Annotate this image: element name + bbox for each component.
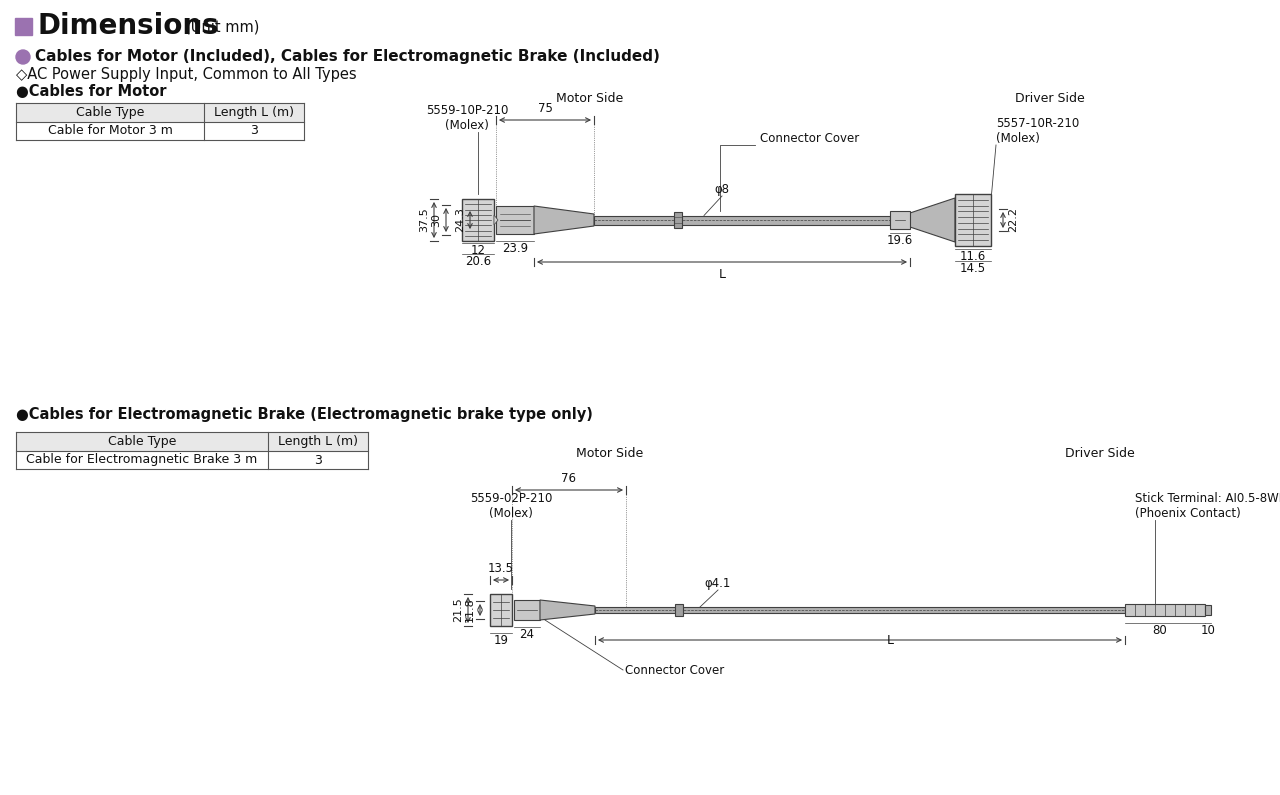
Text: Cables for Motor (Included), Cables for Electromagnetic Brake (Included): Cables for Motor (Included), Cables for …	[35, 49, 660, 64]
Text: 21.5: 21.5	[453, 598, 463, 622]
Text: ●Cables for Motor: ●Cables for Motor	[15, 84, 166, 99]
Text: ◇AC Power Supply Input, Common to All Types: ◇AC Power Supply Input, Common to All Ty…	[15, 68, 357, 83]
Text: (Unit mm): (Unit mm)	[186, 20, 260, 34]
Text: φ8: φ8	[714, 183, 730, 196]
Bar	[675, 212, 682, 228]
Polygon shape	[540, 600, 595, 620]
Text: Driver Side: Driver Side	[1015, 92, 1085, 105]
Bar	[497, 206, 534, 234]
Text: φ4.1: φ4.1	[705, 577, 731, 590]
Bar	[515, 600, 540, 620]
Text: 19.6: 19.6	[887, 234, 913, 247]
Text: Stick Terminal: AI0.5-8WH
(Phoenix Contact): Stick Terminal: AI0.5-8WH (Phoenix Conta…	[1135, 492, 1280, 520]
Bar	[890, 211, 910, 229]
Bar	[462, 199, 494, 241]
Text: Cable Type: Cable Type	[76, 106, 145, 119]
Polygon shape	[910, 198, 955, 242]
Bar	[15, 18, 32, 35]
Text: 5557-10R-210
(Molex): 5557-10R-210 (Molex)	[996, 117, 1079, 145]
Text: 14.5: 14.5	[960, 262, 986, 275]
Text: Length L (m): Length L (m)	[214, 106, 294, 119]
Bar	[15, 432, 369, 451]
Bar	[490, 594, 512, 626]
Bar	[594, 215, 890, 224]
Circle shape	[15, 50, 29, 64]
Text: ●Cables for Electromagnetic Brake (Electromagnetic brake type only): ●Cables for Electromagnetic Brake (Elect…	[15, 408, 593, 422]
Text: Cable for Motor 3 m: Cable for Motor 3 m	[47, 125, 173, 138]
Text: 5559-10P-210
(Molex): 5559-10P-210 (Molex)	[426, 104, 508, 132]
Text: 76: 76	[562, 472, 576, 485]
Bar	[15, 103, 305, 122]
Text: Cable Type: Cable Type	[108, 435, 177, 448]
Bar	[1125, 604, 1204, 616]
Bar	[675, 604, 684, 616]
Text: Connector Cover: Connector Cover	[760, 132, 859, 145]
Text: L: L	[887, 634, 893, 646]
Text: 19: 19	[494, 634, 508, 647]
Text: Dimensions: Dimensions	[38, 12, 220, 40]
Text: 22.2: 22.2	[1009, 207, 1018, 232]
Text: 11.8: 11.8	[465, 598, 475, 622]
Text: Driver Side: Driver Side	[1065, 447, 1135, 460]
Text: 10: 10	[1201, 624, 1216, 637]
Polygon shape	[494, 215, 498, 225]
Text: 3: 3	[250, 125, 259, 138]
Bar	[15, 122, 305, 140]
Text: 13.5: 13.5	[488, 562, 515, 575]
Bar	[15, 451, 369, 469]
Bar	[595, 607, 1125, 613]
Polygon shape	[534, 206, 594, 234]
Text: 30: 30	[431, 213, 442, 227]
Text: Length L (m): Length L (m)	[278, 435, 358, 448]
Text: 24: 24	[520, 628, 535, 641]
Text: 20.6: 20.6	[465, 255, 492, 268]
Text: 80: 80	[1152, 624, 1167, 637]
Text: Connector Cover: Connector Cover	[625, 664, 724, 677]
Text: 11.6: 11.6	[960, 250, 986, 263]
Bar	[1204, 605, 1211, 615]
Bar	[955, 194, 991, 246]
Text: 23.9: 23.9	[502, 242, 529, 255]
Text: 75: 75	[538, 102, 553, 115]
Text: Cable for Electromagnetic Brake 3 m: Cable for Electromagnetic Brake 3 m	[27, 453, 257, 467]
Text: 24.3: 24.3	[454, 207, 465, 232]
Text: 12: 12	[471, 244, 485, 257]
Text: Motor Side: Motor Side	[576, 447, 644, 460]
Text: 3: 3	[314, 453, 323, 467]
Text: 37.5: 37.5	[419, 207, 429, 232]
Text: L: L	[718, 268, 726, 281]
Text: 5559-02P-210
(Molex): 5559-02P-210 (Molex)	[470, 492, 552, 520]
Text: Motor Side: Motor Side	[557, 92, 623, 105]
